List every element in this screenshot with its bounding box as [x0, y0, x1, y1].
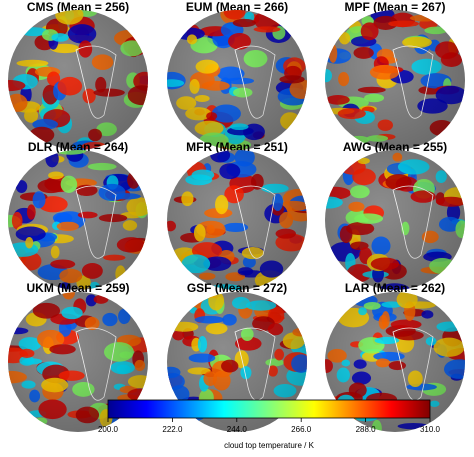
colorbar-tick-label: 222.0 — [162, 425, 183, 434]
colorbar-tick-label: 310.0 — [420, 425, 441, 434]
colorbar-tick-label: 288.0 — [356, 425, 377, 434]
globe-shade — [167, 150, 307, 290]
globe-shade — [8, 150, 148, 290]
panels: CMS (Mean = 256) EUM (Mean = 266) MPF (Mea… — [8, 0, 465, 432]
panel-title: UKM (Mean = 259) — [26, 281, 129, 295]
colorbar-tick-label: 266.0 — [291, 425, 312, 434]
colorbar-tick-label: 244.0 — [227, 425, 248, 434]
colorbar — [107, 399, 431, 419]
panel-title: MPF (Mean = 267) — [344, 0, 445, 14]
globe-shade — [325, 150, 465, 290]
panel-title: MFR (Mean = 251) — [186, 140, 288, 154]
globe-shade — [167, 10, 307, 150]
panel-title: EUM (Mean = 266) — [186, 0, 288, 14]
panel-title: AWG (Mean = 255) — [343, 140, 447, 154]
panel-title: CMS (Mean = 256) — [27, 0, 129, 14]
panel-title: DLR (Mean = 264) — [28, 140, 128, 154]
panel-title: LAR (Mean = 262) — [345, 281, 445, 295]
globe-shade — [325, 10, 465, 150]
globe-shade — [167, 292, 307, 432]
colorbar-tick-label: 200.0 — [98, 425, 119, 434]
globe-shade — [325, 292, 465, 432]
panel-title: GSF (Mean = 272) — [187, 281, 287, 295]
globe-shade — [8, 292, 148, 432]
colorbar-label: cloud top temperature / K — [224, 441, 314, 450]
globe-shade — [8, 10, 148, 150]
